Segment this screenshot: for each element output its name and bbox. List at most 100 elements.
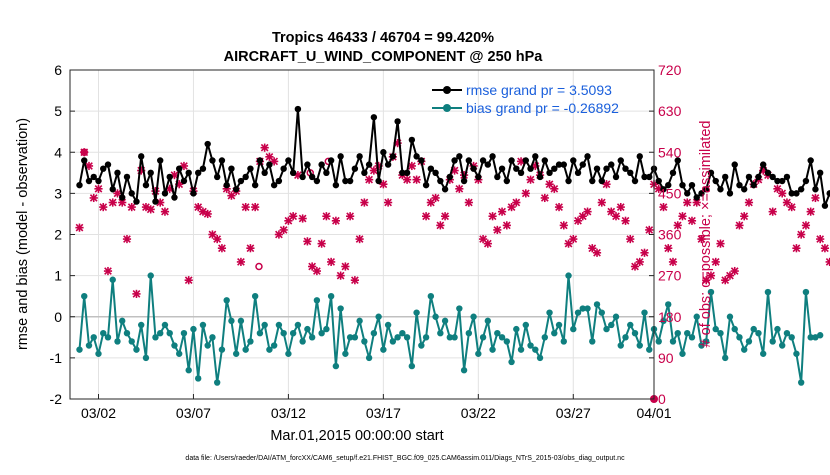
rmse-point xyxy=(542,157,548,163)
bias-point xyxy=(299,338,305,344)
rmse-point xyxy=(81,157,87,163)
obs-point xyxy=(303,237,311,245)
bias-point xyxy=(442,318,448,324)
y-axis-label-right: # of obs: o=possible; ×=assimilated xyxy=(698,121,714,348)
bias-point xyxy=(475,351,481,357)
rmse-point xyxy=(456,153,462,159)
rmse-point xyxy=(442,186,448,192)
bias-point xyxy=(736,334,742,340)
rmse-point xyxy=(295,106,301,112)
obs-point xyxy=(161,208,169,216)
rmse-point xyxy=(784,174,790,180)
x-tick-label: 03/22 xyxy=(461,405,496,421)
obs-point xyxy=(512,198,520,206)
obs-point xyxy=(213,235,221,243)
obs-point xyxy=(441,212,449,220)
bias-point xyxy=(167,330,173,336)
bias-point xyxy=(741,346,747,352)
x-axis-label: Mar.01,2015 00:00:00 start xyxy=(270,428,443,444)
rmse-point xyxy=(157,157,163,163)
obs-point xyxy=(669,258,677,266)
bias-point xyxy=(148,272,154,278)
obs-point xyxy=(498,208,506,216)
rmse-point xyxy=(826,190,830,196)
obs-point xyxy=(816,235,824,243)
rmse-point xyxy=(423,182,429,188)
x-tick-label: 03/07 xyxy=(176,405,211,421)
obs-point xyxy=(436,221,444,229)
rmse-point xyxy=(394,118,400,124)
rmse-point xyxy=(129,190,135,196)
legend-rmse-label: rmse grand pr = 3.5093 xyxy=(466,82,612,98)
bias-point xyxy=(276,322,282,328)
left-tick-label: -1 xyxy=(50,350,63,366)
bias-point xyxy=(195,375,201,381)
bias-point xyxy=(247,338,253,344)
rmse-point xyxy=(461,178,467,184)
obs-point xyxy=(299,214,307,222)
bias-point xyxy=(181,330,187,336)
bias-point xyxy=(537,355,543,361)
obs-point xyxy=(455,185,463,193)
rmse-point xyxy=(727,190,733,196)
rmse-point xyxy=(627,170,633,176)
bias-point xyxy=(361,338,367,344)
rmse-point xyxy=(751,182,757,188)
bias-point xyxy=(755,330,761,336)
obs-point xyxy=(826,258,830,266)
obs-point xyxy=(788,203,796,211)
rmse-point xyxy=(646,174,652,180)
obs-point xyxy=(560,221,568,229)
bias-point xyxy=(451,334,457,340)
obs-point xyxy=(550,185,558,193)
bias-point xyxy=(532,346,538,352)
rmse-point xyxy=(252,182,258,188)
obs-point xyxy=(541,194,549,202)
rmse-point xyxy=(385,161,391,167)
rmse-point xyxy=(119,194,125,200)
rmse-point xyxy=(504,178,510,184)
obs-point xyxy=(664,244,672,252)
legend-rmse-marker xyxy=(443,86,451,94)
obs-point xyxy=(493,226,501,234)
gridlines xyxy=(70,70,654,399)
obs-point xyxy=(332,217,340,225)
bias-point xyxy=(546,309,552,315)
rmse-point xyxy=(290,170,296,176)
obs-point xyxy=(242,203,250,211)
bias-point xyxy=(679,351,685,357)
obs-point xyxy=(526,176,534,184)
bias-point xyxy=(779,342,785,348)
obs-point xyxy=(640,249,648,257)
rmse-point xyxy=(755,174,761,180)
bias-point xyxy=(233,351,239,357)
right-tick-label: 450 xyxy=(658,185,682,201)
right-tick-label: 90 xyxy=(658,350,674,366)
rmse-point xyxy=(219,157,225,163)
left-tick-label: 2 xyxy=(54,227,62,243)
obs-point xyxy=(147,205,155,213)
obs-point xyxy=(246,244,254,252)
obs-point xyxy=(104,267,112,275)
obs-point xyxy=(261,144,269,152)
bias-point xyxy=(637,342,643,348)
rmse-point xyxy=(247,166,253,172)
obs-point xyxy=(778,189,786,197)
rmse-point xyxy=(570,157,576,163)
rmse-point xyxy=(242,174,248,180)
rmse-point xyxy=(76,182,82,188)
bias-point xyxy=(81,293,87,299)
rmse-point xyxy=(375,178,381,184)
left-tick-label: 3 xyxy=(54,185,62,201)
rmse-point xyxy=(257,157,263,163)
bias-point xyxy=(646,346,652,352)
obs-point xyxy=(327,258,335,266)
rmse-point xyxy=(276,178,282,184)
rmse-point xyxy=(318,161,324,167)
rmse-point xyxy=(181,178,187,184)
rmse-point xyxy=(475,174,481,180)
bias-point xyxy=(223,297,229,303)
obs-point xyxy=(612,212,620,220)
bias-point xyxy=(323,326,329,332)
